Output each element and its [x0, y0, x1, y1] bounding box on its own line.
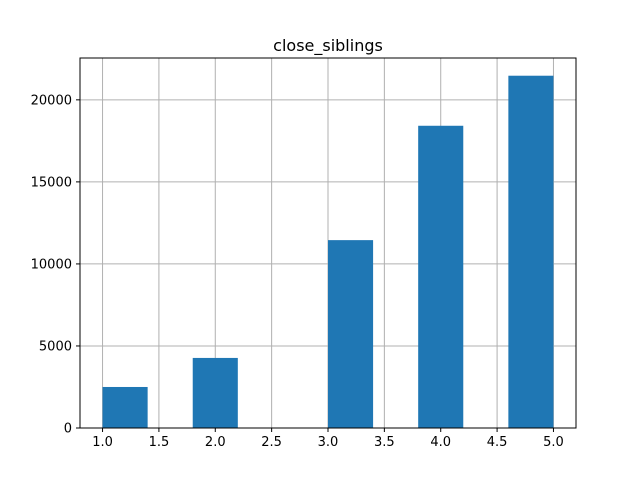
y-tick-label: 5000: [39, 339, 72, 354]
x-tick-label: 1.5: [149, 435, 170, 450]
x-tick-label: 4.5: [487, 435, 508, 450]
histogram-bar: [102, 386, 148, 428]
histogram-bar: [418, 125, 464, 429]
x-tick-label: 5.0: [543, 435, 564, 450]
x-tick-label: 4.0: [430, 435, 451, 450]
x-tick-label: 2.0: [205, 435, 226, 450]
x-tick-label: 3.5: [374, 435, 395, 450]
y-tick-label: 0: [64, 422, 72, 437]
x-tick-label: 3.0: [318, 435, 339, 450]
histogram-bar: [508, 75, 554, 429]
histogram-bar: [328, 240, 374, 428]
histogram-bar: [192, 357, 238, 428]
x-tick-label: 2.5: [261, 435, 282, 450]
bars: [102, 75, 554, 429]
x-axis-ticks: 1.0 1.5 2.0 2.5 3.0 3.5 4.0 4.5 5.0: [92, 428, 564, 450]
y-tick-label: 10000: [31, 257, 72, 272]
y-tick-label: 20000: [31, 93, 72, 108]
y-tick-label: 15000: [31, 175, 72, 190]
x-tick-label: 1.0: [92, 435, 113, 450]
y-axis-ticks: 0 5000 10000 15000 20000: [31, 93, 80, 437]
chart-title: close_siblings: [273, 36, 383, 56]
